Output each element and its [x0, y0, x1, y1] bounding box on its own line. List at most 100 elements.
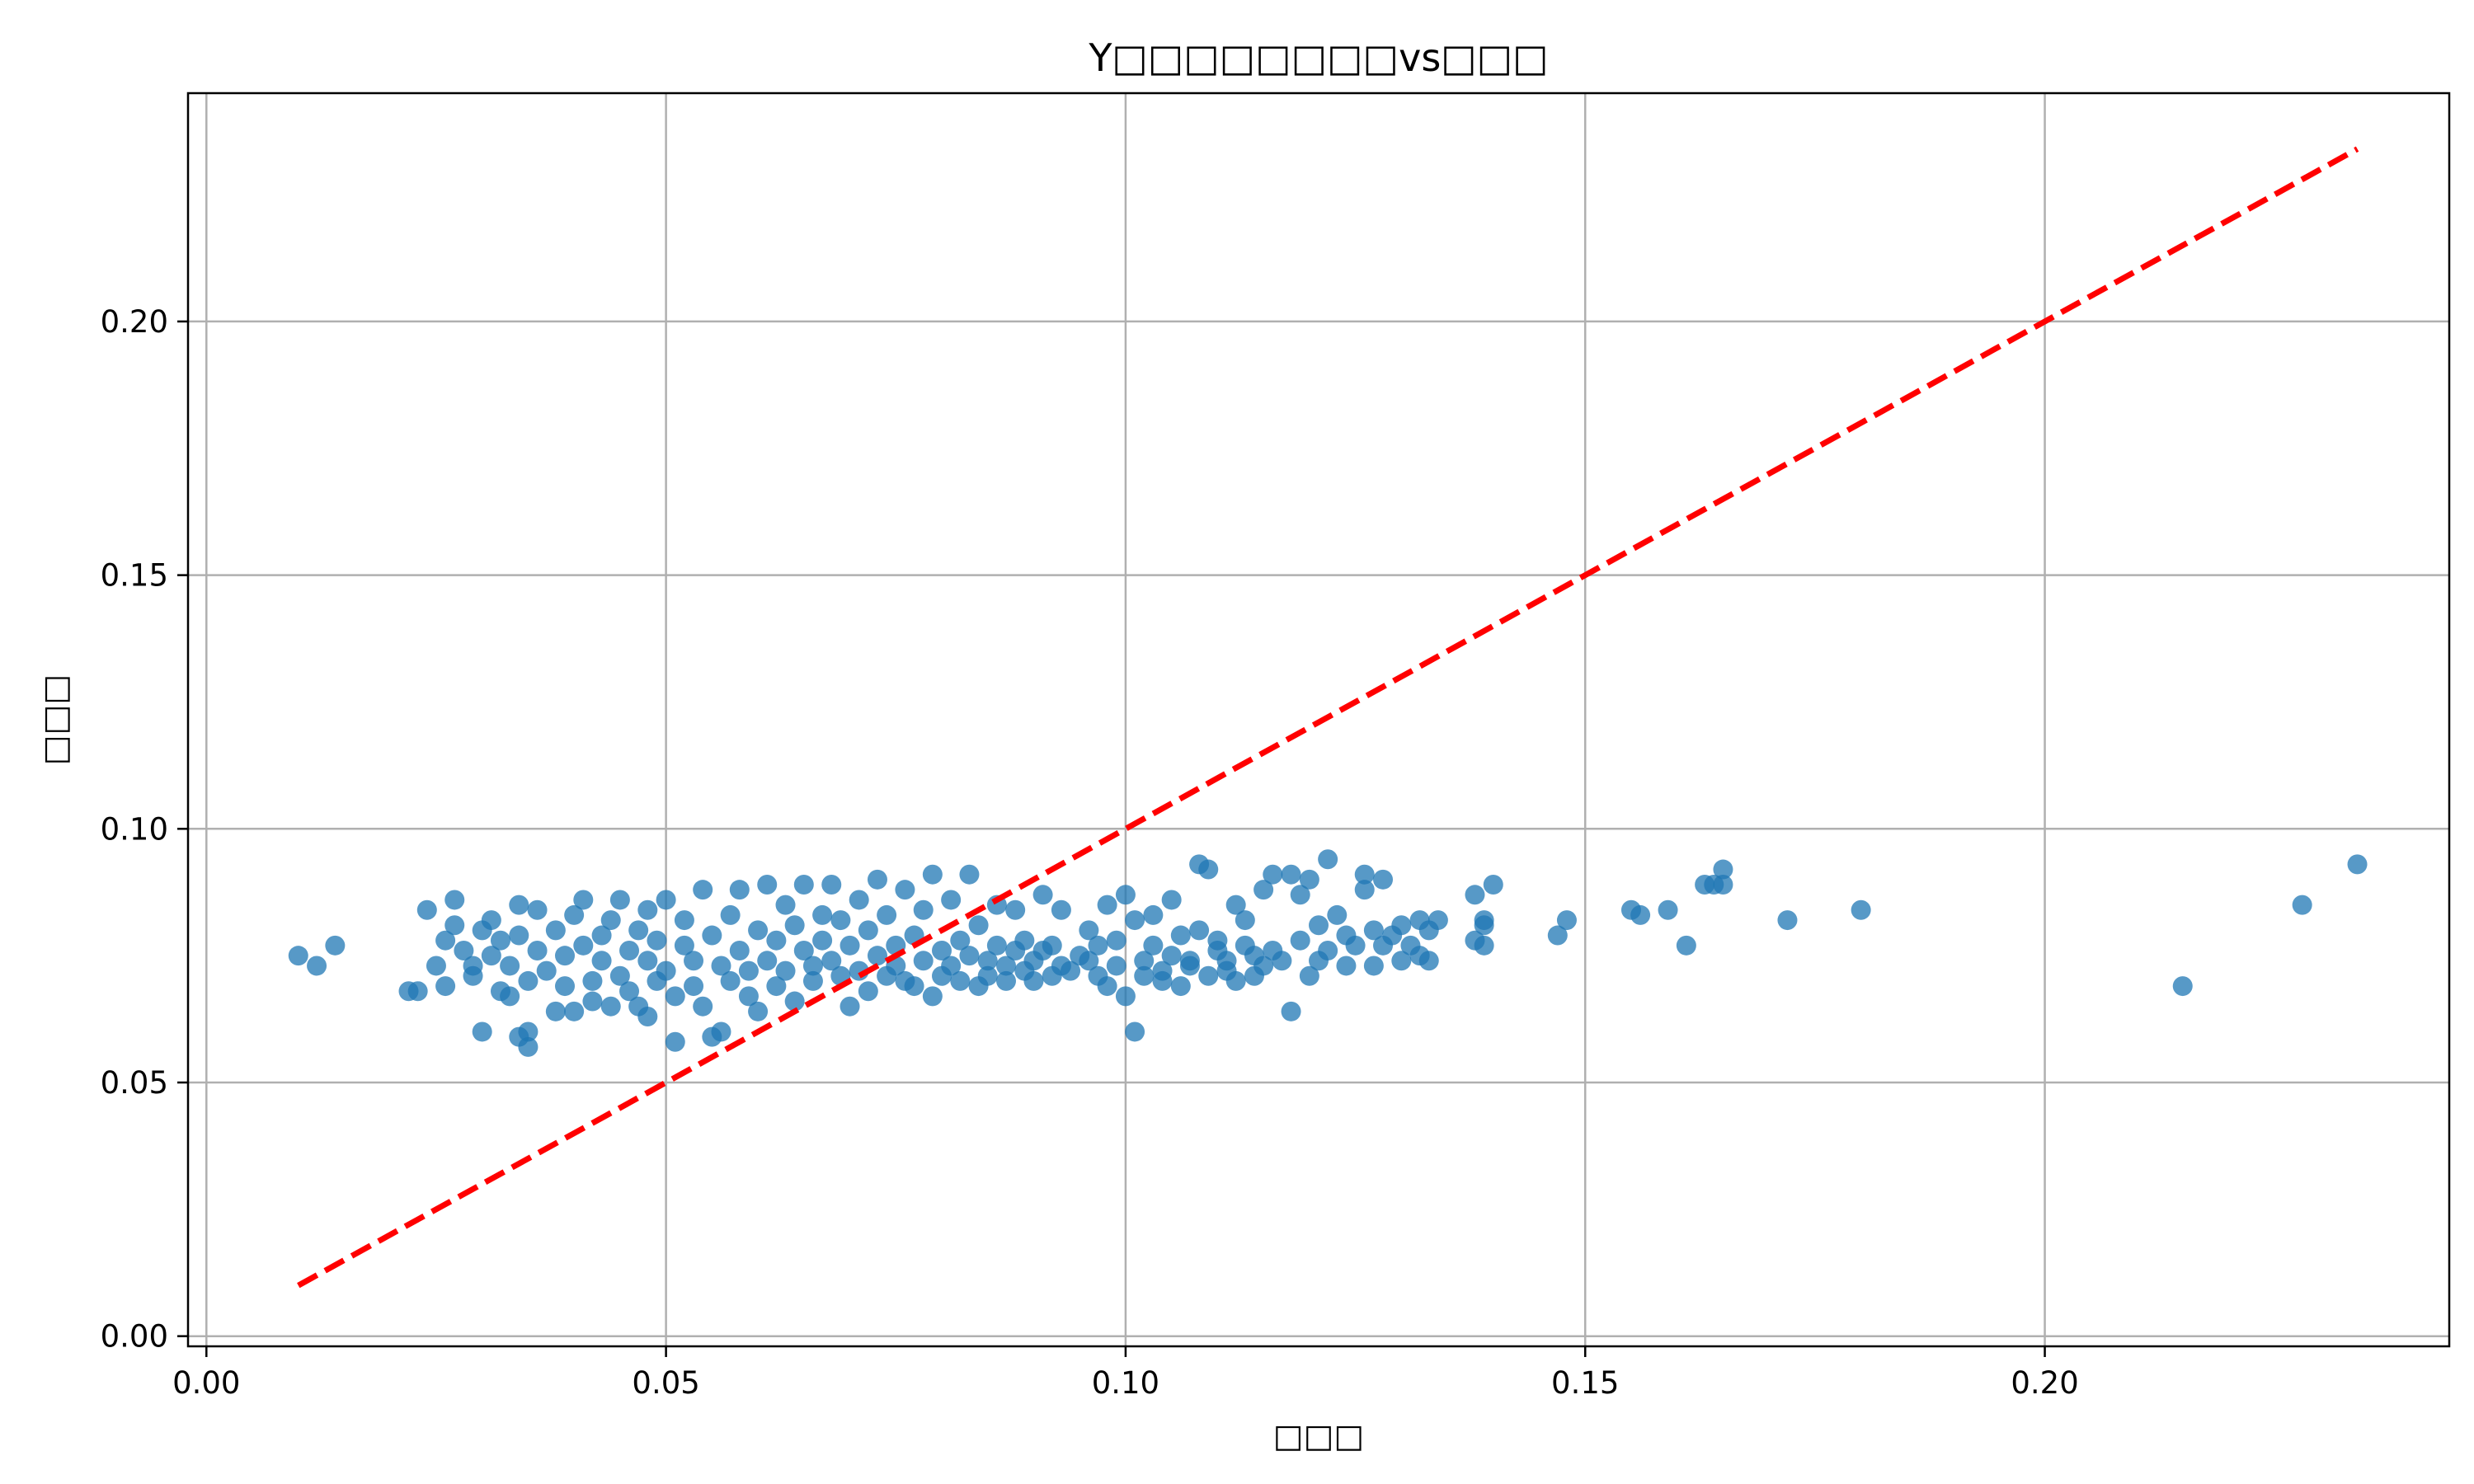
data-point — [444, 890, 465, 910]
data-point — [500, 986, 520, 1007]
data-point — [1161, 946, 1182, 966]
data-point — [904, 976, 924, 997]
data-point — [490, 930, 510, 951]
data-point — [1152, 970, 1173, 991]
data-point — [1318, 849, 1338, 870]
data-point — [454, 941, 474, 960]
data-point — [416, 899, 437, 920]
data-point — [849, 890, 869, 910]
data-point — [812, 904, 833, 925]
data-point — [1032, 885, 1053, 905]
data-point — [1051, 899, 1071, 920]
data-point — [1097, 976, 1117, 997]
data-point — [1299, 965, 1319, 986]
chart-title: Y□□□□□□□□vs□□□ — [1088, 35, 1548, 80]
data-point — [729, 880, 750, 900]
data-point — [2172, 976, 2193, 997]
data-point — [1556, 910, 1577, 931]
data-point — [1134, 965, 1155, 986]
data-points — [288, 849, 2368, 1057]
data-point — [564, 904, 585, 925]
data-point — [582, 991, 603, 1012]
data-point — [1658, 899, 1678, 920]
data-point — [757, 875, 778, 895]
data-point — [941, 890, 962, 910]
data-point — [941, 956, 962, 976]
data-point — [766, 930, 787, 951]
data-point — [1272, 951, 1292, 971]
data-point — [793, 941, 814, 960]
data-point — [665, 1031, 685, 1052]
data-point — [619, 941, 640, 960]
data-point — [1143, 935, 1164, 956]
data-point — [1088, 935, 1108, 956]
data-point — [1676, 935, 1696, 956]
data-point — [509, 895, 529, 915]
data-point — [1170, 976, 1191, 997]
y-tick-label: 0.15 — [101, 558, 168, 594]
data-point — [702, 925, 722, 946]
data-point — [977, 965, 998, 986]
data-point — [748, 1001, 769, 1021]
data-point — [582, 970, 603, 991]
data-point — [609, 965, 630, 986]
data-point — [1309, 915, 1329, 936]
x-tick-label: 0.20 — [2011, 1365, 2078, 1401]
data-point — [757, 951, 778, 971]
data-point — [1630, 904, 1651, 925]
data-point — [1474, 935, 1494, 956]
x-tick-label: 0.10 — [1092, 1365, 1159, 1401]
reference-line — [297, 146, 2359, 1289]
data-point — [545, 920, 566, 941]
data-point — [1014, 930, 1035, 951]
data-point — [609, 890, 630, 910]
data-point — [1106, 930, 1126, 951]
data-point — [959, 946, 980, 966]
data-point — [1179, 956, 1200, 976]
data-point — [711, 1021, 731, 1042]
data-point — [1290, 930, 1310, 951]
data-point — [518, 970, 539, 991]
data-point — [1216, 951, 1237, 971]
data-point — [435, 930, 456, 951]
data-point — [1474, 915, 1494, 936]
reference-line-layer — [297, 146, 2359, 1289]
data-point — [591, 951, 612, 971]
data-point — [986, 935, 1007, 956]
data-point — [2347, 854, 2368, 875]
data-point — [950, 970, 971, 991]
data-point — [665, 986, 685, 1007]
data-point — [1189, 920, 1210, 941]
data-point — [1161, 890, 1182, 910]
data-point — [950, 930, 971, 951]
data-point — [1281, 864, 1301, 885]
data-point — [830, 910, 851, 931]
data-point — [867, 869, 887, 890]
data-point — [913, 899, 934, 920]
data-point — [840, 996, 860, 1017]
data-point — [784, 991, 805, 1012]
data-point — [509, 925, 529, 946]
data-point — [407, 981, 428, 1002]
data-point — [858, 981, 878, 1002]
data-point — [784, 915, 805, 936]
data-point — [1170, 925, 1191, 946]
data-point — [307, 956, 327, 976]
data-point — [1042, 935, 1062, 956]
data-point — [1336, 956, 1357, 976]
plot-frame — [186, 92, 2451, 1348]
data-point — [518, 1036, 539, 1057]
data-point — [802, 956, 823, 976]
data-point — [600, 910, 621, 931]
data-point — [1299, 869, 1319, 890]
data-point — [1253, 880, 1274, 900]
y-tick-label: 0.00 — [101, 1319, 168, 1355]
data-point — [932, 941, 952, 960]
data-point — [674, 935, 694, 956]
data-point — [1391, 951, 1412, 971]
data-point — [720, 904, 741, 925]
data-point — [922, 986, 943, 1007]
x-axis-ticks: 0.00 0.05 0.10 0.15 0.20 — [172, 1346, 2079, 1401]
data-point — [684, 951, 704, 971]
